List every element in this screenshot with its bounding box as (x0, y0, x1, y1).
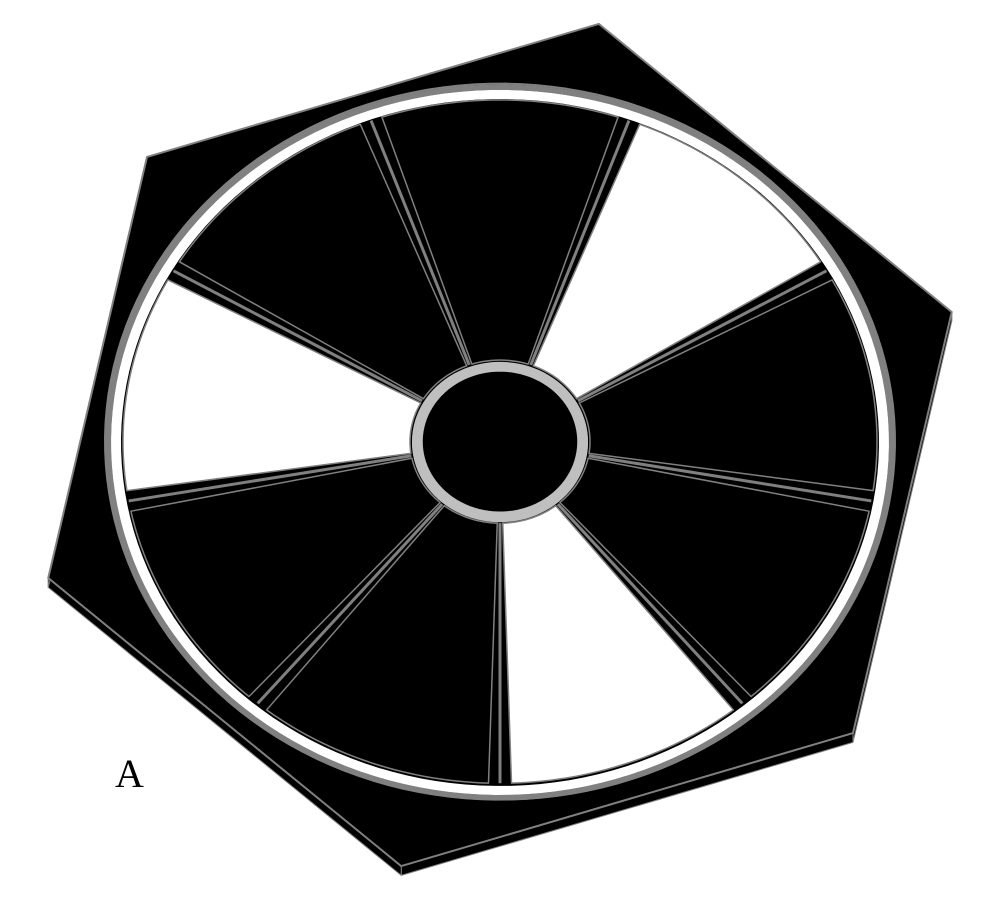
diagram-stage: A (0, 0, 1000, 902)
figure-label: A (115, 750, 144, 797)
segmented-disc-diagram (0, 0, 1000, 902)
hub-center-top (422, 371, 578, 512)
